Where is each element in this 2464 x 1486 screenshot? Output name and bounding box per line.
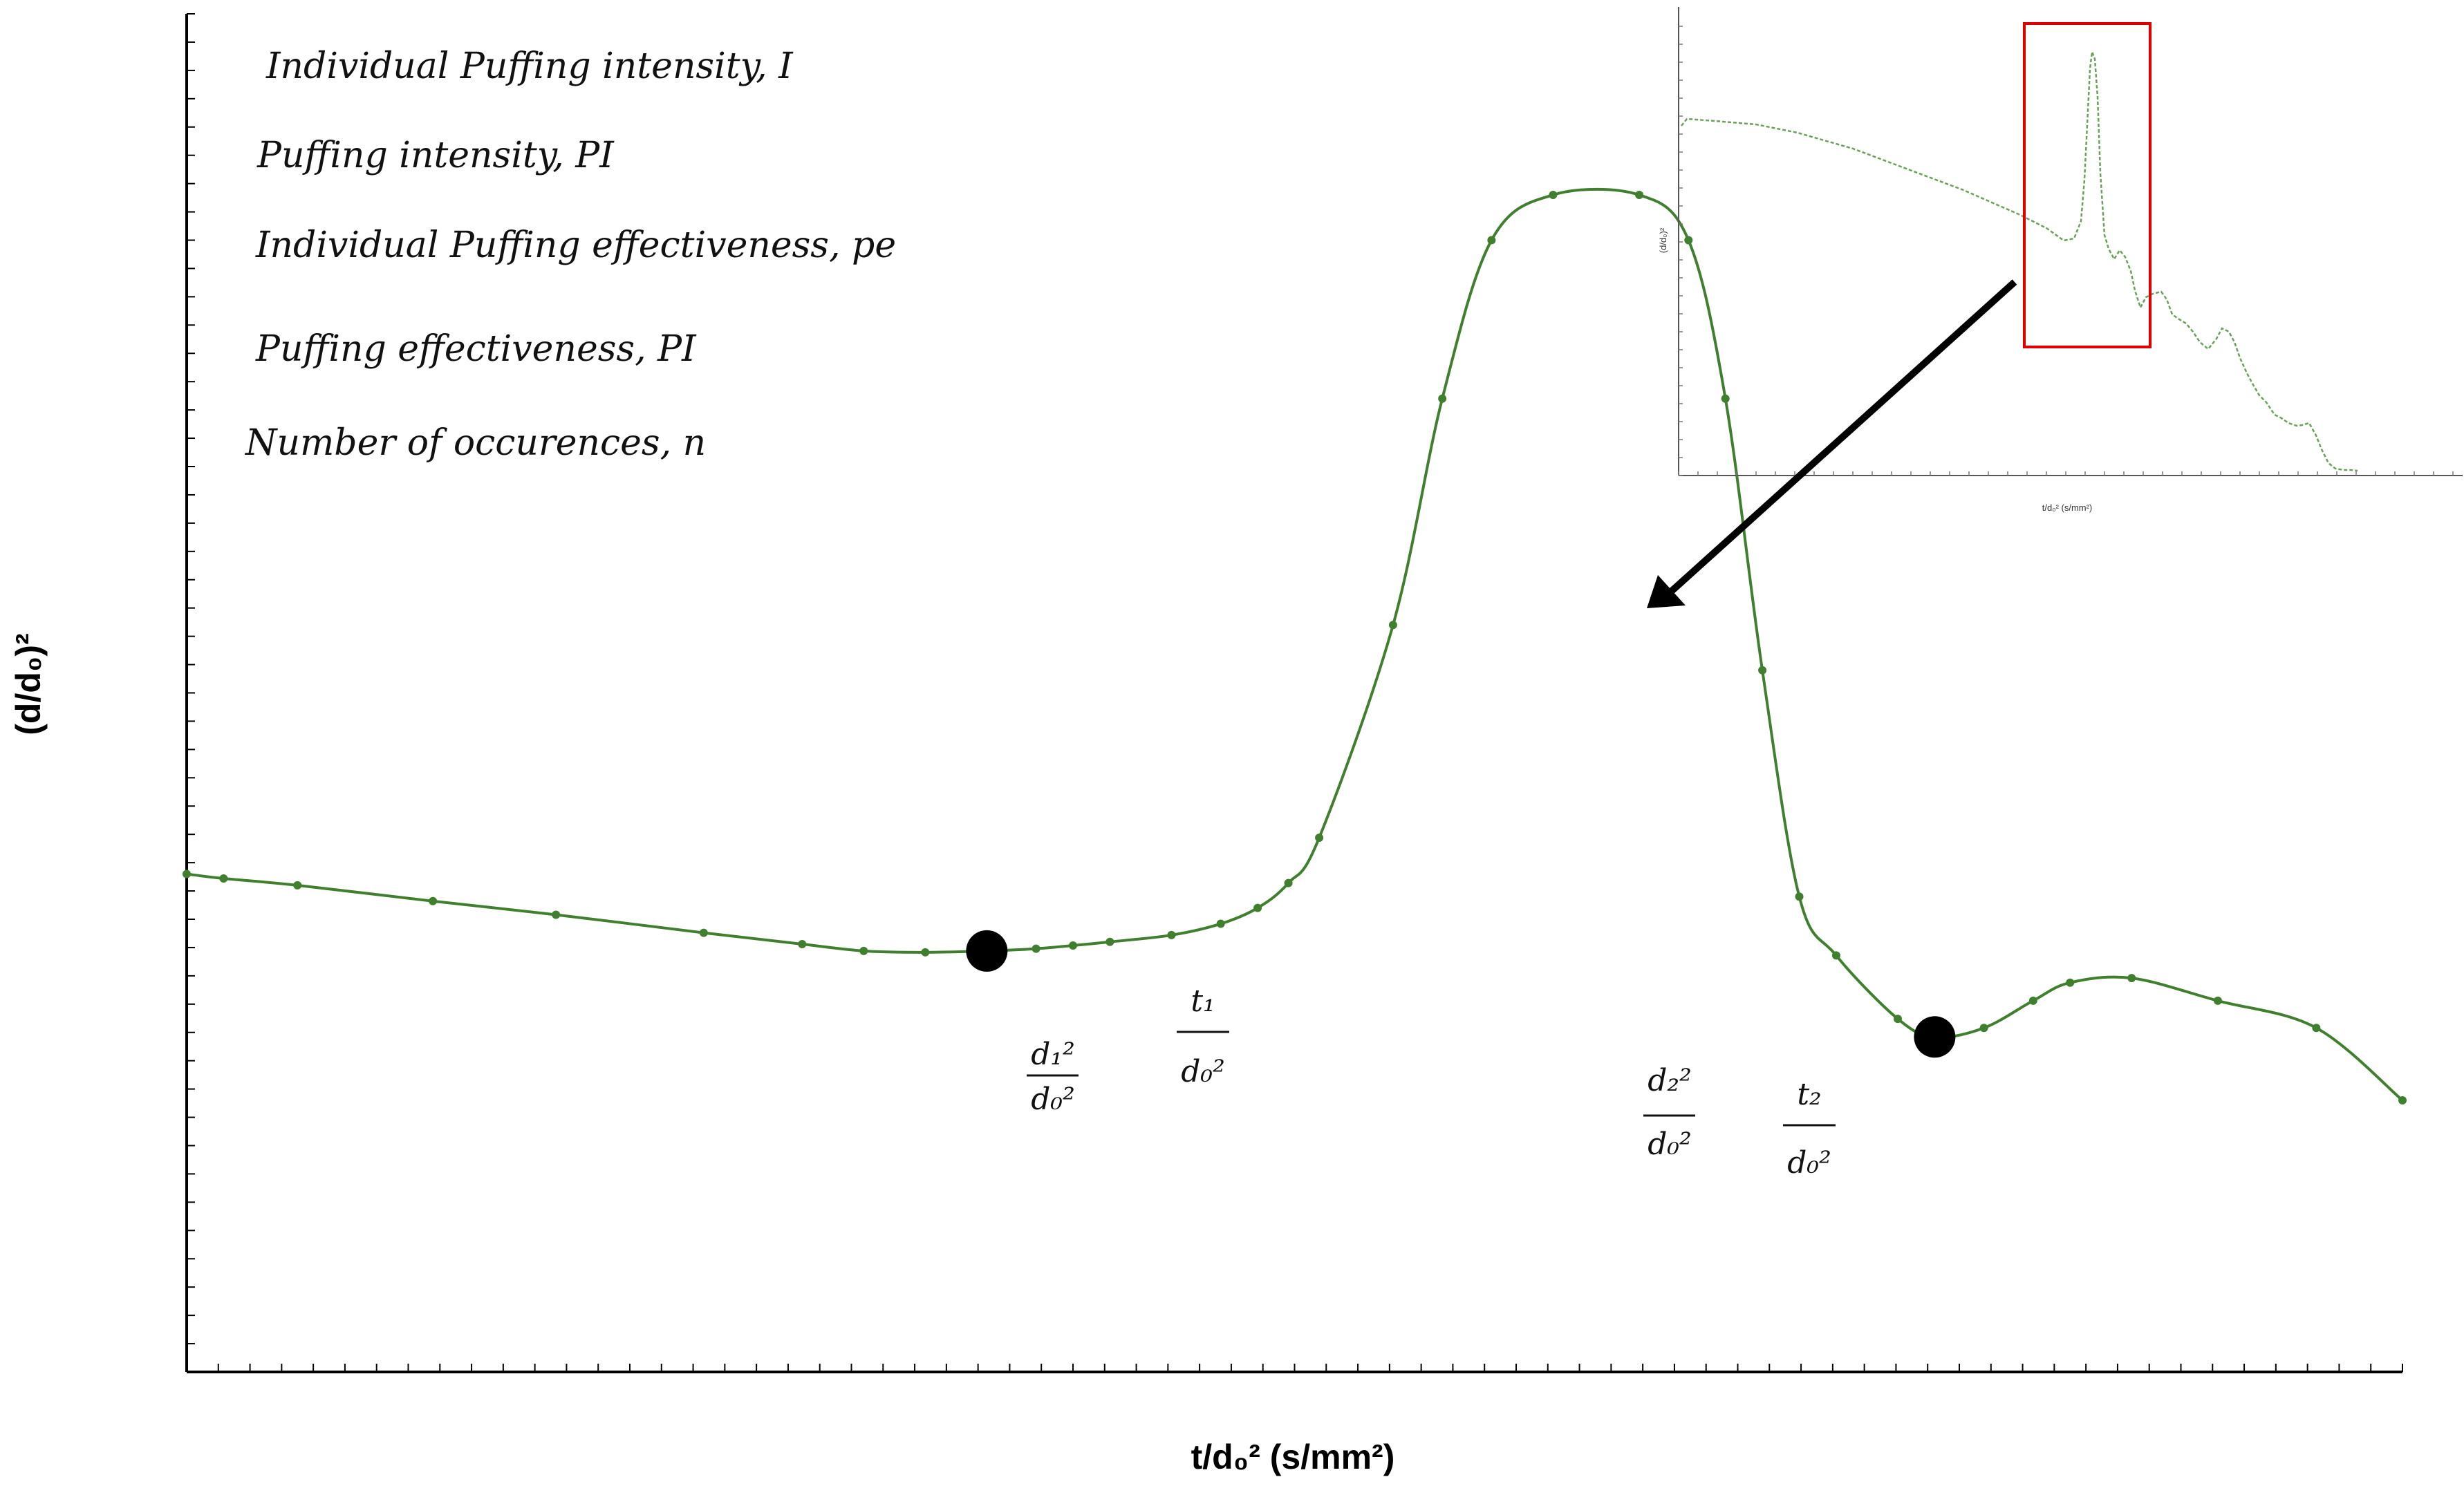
- series-point: [1831, 951, 1840, 960]
- series-point: [293, 881, 302, 890]
- series-point: [1216, 919, 1225, 928]
- series-point: [1758, 666, 1767, 675]
- key-point-1-d-denom: d₀²: [1031, 1082, 1074, 1117]
- y-axis-title: (d/d₀)²: [9, 633, 48, 735]
- series-point: [219, 874, 228, 883]
- zoom-arrow: [1647, 279, 2017, 608]
- annotation-list: Individual Puffing intensity, I Puffing …: [244, 46, 896, 464]
- inset-highlight-box: [2023, 22, 2152, 348]
- key-point-1-d-label: d₁²: [1031, 1037, 1074, 1072]
- series-point: [2213, 996, 2222, 1005]
- series-point: [1388, 621, 1397, 630]
- series-line: [186, 187, 2404, 1102]
- series-point: [1438, 394, 1447, 403]
- zoom-arrow-head: [1647, 575, 1686, 608]
- inset-x-axis-title: t/d₀² (s/mm²): [2042, 502, 2093, 513]
- annotation-3: Individual Puffing effectiveness, pe: [255, 225, 896, 266]
- series-point: [1315, 834, 1324, 843]
- key-point-2: d₂² d₀² t₂ d₀²: [1643, 1016, 1956, 1181]
- key-point-2-d-label: d₂²: [1648, 1063, 1691, 1098]
- series-point: [798, 940, 807, 949]
- series-point: [921, 948, 930, 957]
- annotation-4: Puffing effectiveness, PI: [255, 328, 697, 370]
- key-point-2-marker: [1914, 1016, 1956, 1058]
- series-point: [1487, 236, 1496, 245]
- y-axis-ticks: [187, 13, 195, 1373]
- annotation-1: Individual Puffing intensity, I: [265, 46, 794, 87]
- inset-series-line: [1681, 51, 2358, 472]
- series-point: [1635, 191, 1644, 199]
- series-point: [1795, 892, 1804, 901]
- series-point: [1253, 903, 1262, 912]
- series-point: [183, 869, 191, 878]
- series-point: [2312, 1024, 2321, 1033]
- annotation-5: Number of occurences, n: [244, 422, 706, 464]
- series-point: [1979, 1024, 1988, 1033]
- series-point: [1721, 394, 1730, 403]
- main-axes: [185, 13, 2403, 1373]
- series-point: [2398, 1096, 2407, 1104]
- key-point-1-t-label: t₁: [1191, 984, 1215, 1019]
- key-point-2-t-label: t₂: [1797, 1077, 1821, 1112]
- x-axis-ticks: [186, 1364, 2403, 1372]
- series-point: [1284, 878, 1293, 887]
- inset-y-axis-title: (d/d₀)²: [1658, 227, 1668, 253]
- x-axis-title: t/d₀² (s/mm²): [1191, 1438, 1395, 1476]
- series-point: [1105, 937, 1114, 946]
- series-point: [2066, 978, 2075, 987]
- inset-y-ticks: [1679, 26, 1683, 476]
- series-point: [1893, 1015, 1902, 1024]
- series-point: [1549, 191, 1558, 199]
- series-point: [2028, 996, 2037, 1005]
- inset-chart: t/d₀² (s/mm²) (d/d₀)²: [1658, 7, 2463, 513]
- key-point-1: d₁² d₀² t₁ d₀²: [966, 930, 1229, 1117]
- inset-x-ticks: [1678, 471, 2454, 476]
- series-point: [859, 946, 868, 955]
- zoom-arrow-shaft: [1669, 279, 2017, 594]
- key-point-2-d-denom: d₀²: [1648, 1127, 1691, 1162]
- series-point: [1684, 236, 1693, 245]
- series-point: [1167, 930, 1176, 939]
- annotation-2: Puffing intensity, PI: [256, 135, 615, 176]
- key-point-2-t-denom: d₀²: [1787, 1145, 1831, 1181]
- series-point: [2127, 974, 2136, 983]
- series-point: [699, 928, 708, 937]
- series-point: [552, 910, 561, 919]
- key-point-1-t-denom: d₀²: [1181, 1054, 1224, 1089]
- series-point: [1069, 941, 1077, 950]
- series-point: [1032, 944, 1040, 953]
- series-point: [429, 896, 438, 905]
- key-point-1-marker: [966, 930, 1008, 972]
